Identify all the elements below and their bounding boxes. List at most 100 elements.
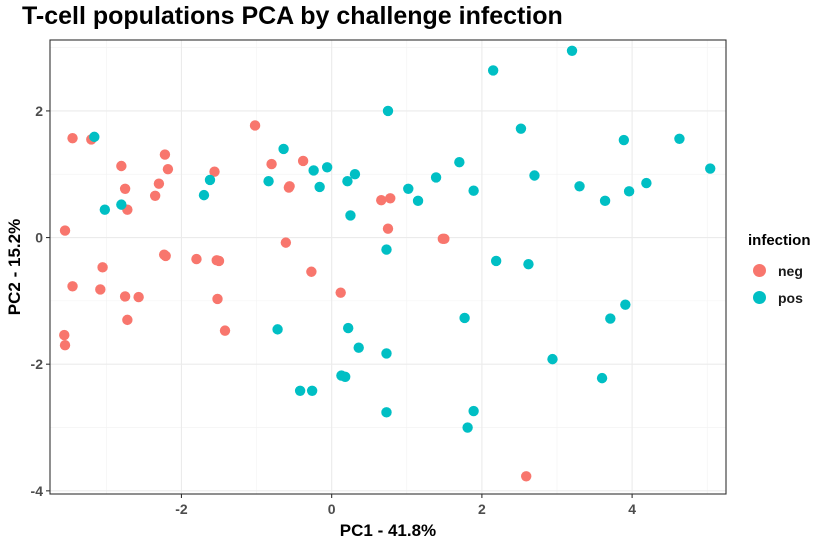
chart-title: T-cell populations PCA by challenge infe…	[22, 2, 563, 30]
point-pos	[454, 157, 465, 168]
point-pos	[314, 181, 325, 193]
point-pos	[523, 258, 534, 270]
point-pos	[342, 176, 353, 187]
x-tick-label: 0	[328, 501, 336, 517]
point-pos	[403, 183, 414, 195]
point-neg	[67, 281, 78, 292]
point-neg	[162, 163, 174, 175]
point-pos	[353, 342, 364, 353]
point-pos	[321, 162, 333, 173]
point-neg	[160, 250, 171, 262]
axis-tick-labels: -2 0 2 4 -4 -2 0 2	[31, 103, 637, 517]
point-pos	[623, 186, 635, 197]
point-pos	[349, 169, 361, 180]
point-neg	[213, 255, 225, 267]
point-neg	[119, 183, 131, 195]
point-pos	[620, 299, 631, 310]
minor-gridlines	[50, 40, 726, 494]
point-neg	[159, 149, 171, 160]
point-pos	[345, 210, 356, 221]
point-pos	[412, 195, 424, 207]
point-neg	[191, 253, 202, 265]
point-neg	[133, 291, 144, 303]
x-tick-label: 2	[478, 501, 486, 517]
point-neg	[59, 339, 71, 351]
point-pos	[308, 165, 319, 176]
point-pos	[381, 244, 392, 255]
legend-label-neg: neg	[778, 262, 803, 279]
point-pos	[263, 176, 274, 187]
point-neg	[59, 225, 71, 236]
point-pos	[596, 372, 608, 384]
point-neg	[283, 182, 295, 193]
y-axis-title: PC2 - 15.2%	[5, 219, 24, 315]
point-pos	[381, 348, 392, 359]
point-neg	[439, 233, 450, 245]
point-neg	[122, 314, 133, 326]
legend-key-neg	[753, 264, 766, 277]
point-pos	[381, 407, 392, 418]
x-axis-title: PC1 - 41.8%	[340, 521, 436, 540]
point-neg	[153, 178, 165, 189]
point-neg	[67, 132, 78, 144]
point-neg	[306, 266, 317, 277]
point-neg	[249, 120, 261, 131]
point-pos	[605, 313, 616, 324]
point-pos	[430, 172, 442, 183]
legend-title: infection	[748, 232, 811, 249]
legend-item-pos: pos	[748, 284, 811, 311]
legend-label-pos: pos	[778, 289, 803, 306]
point-pos	[674, 133, 685, 144]
y-tick-label: 0	[35, 230, 43, 246]
x-tick-label: 4	[628, 501, 636, 517]
point-neg	[376, 194, 387, 206]
point-pos	[99, 204, 111, 215]
point-pos	[339, 371, 351, 383]
panel-border	[49, 39, 727, 495]
point-pos	[306, 385, 318, 396]
point-pos	[198, 189, 210, 201]
point-neg	[280, 237, 292, 248]
point-neg	[266, 158, 277, 170]
legend-item-neg: neg	[748, 257, 811, 284]
point-neg	[382, 223, 394, 234]
y-tick-label: -2	[31, 356, 44, 372]
y-tick-label: -4	[31, 483, 44, 499]
point-pos	[490, 255, 502, 267]
point-pos	[705, 163, 716, 174]
data-points	[59, 45, 716, 482]
point-pos	[529, 170, 540, 181]
axis-ticks	[46, 110, 633, 498]
point-pos	[204, 174, 216, 186]
point-pos	[294, 385, 306, 396]
point-neg	[95, 284, 106, 295]
legend-key-pos	[753, 291, 766, 304]
point-neg	[219, 325, 231, 336]
point-pos	[574, 181, 585, 192]
point-neg	[335, 287, 346, 298]
point-pos	[618, 134, 630, 146]
x-tick-label: -2	[175, 501, 188, 517]
point-pos	[599, 195, 611, 207]
point-pos	[272, 324, 283, 335]
point-pos	[547, 353, 558, 365]
point-neg	[59, 329, 70, 341]
point-pos	[515, 123, 527, 134]
major-gridlines	[50, 40, 726, 494]
point-neg	[97, 262, 108, 273]
point-pos	[382, 105, 394, 117]
point-pos	[89, 131, 100, 143]
point-pos	[566, 45, 578, 56]
point-pos	[459, 312, 470, 324]
point-neg	[119, 291, 131, 302]
point-neg	[212, 293, 223, 305]
point-pos	[278, 143, 289, 155]
point-neg	[297, 155, 309, 167]
point-pos	[342, 322, 354, 334]
point-pos	[468, 405, 479, 417]
point-pos	[487, 65, 499, 76]
point-pos	[116, 199, 127, 210]
point-neg	[149, 190, 161, 201]
legend: infection neg pos	[748, 232, 811, 311]
